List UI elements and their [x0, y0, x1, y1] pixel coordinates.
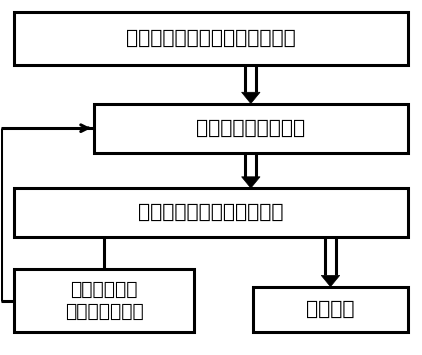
FancyBboxPatch shape — [94, 104, 408, 153]
Text: 利用微生物进行降解: 利用微生物进行降解 — [196, 119, 306, 138]
Polygon shape — [242, 177, 260, 188]
Text: 利用膜分离提纯贵金属离子: 利用膜分离提纯贵金属离子 — [138, 203, 284, 222]
Text: 分离提纯后的
水溶液循环使用: 分离提纯后的 水溶液循环使用 — [65, 280, 143, 321]
FancyBboxPatch shape — [14, 188, 408, 237]
FancyBboxPatch shape — [14, 269, 194, 333]
FancyBboxPatch shape — [253, 287, 408, 333]
Polygon shape — [242, 92, 260, 104]
Text: 产品制备: 产品制备 — [306, 300, 355, 319]
Text: 拆解废弃锂电池、分离活性材料: 拆解废弃锂电池、分离活性材料 — [126, 29, 296, 48]
Polygon shape — [321, 275, 340, 287]
FancyBboxPatch shape — [14, 12, 408, 65]
